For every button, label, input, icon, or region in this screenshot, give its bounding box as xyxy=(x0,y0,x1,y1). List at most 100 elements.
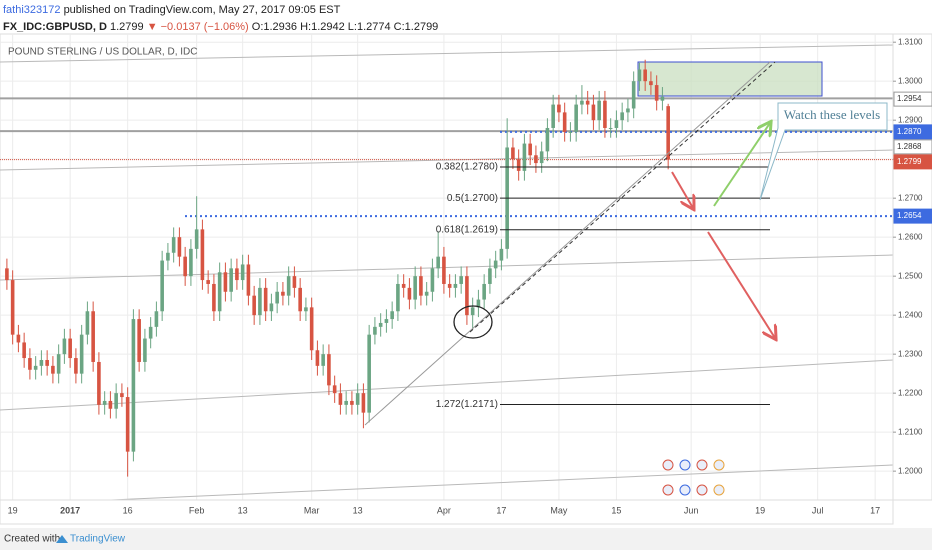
candle-body xyxy=(298,287,302,312)
candle-body xyxy=(470,307,475,316)
candle-body xyxy=(108,400,113,409)
header-line: fathi323172 published on TradingView.com… xyxy=(3,4,341,16)
y-tick-label: 1.2600 xyxy=(898,232,923,241)
candle-body xyxy=(91,311,95,362)
price-marker xyxy=(893,139,932,155)
candle-body xyxy=(166,252,170,261)
candle-body xyxy=(217,272,222,312)
price-marker-label: 1.2868 xyxy=(897,142,922,151)
callout[interactable] xyxy=(759,102,888,201)
candle-body xyxy=(557,104,561,113)
channel-line xyxy=(0,464,894,506)
candle-body xyxy=(384,319,389,323)
candle-body xyxy=(620,112,624,121)
candle-body xyxy=(292,276,297,288)
candle-body xyxy=(114,393,118,409)
trend-line[interactable] xyxy=(364,61,771,426)
arrow-down[interactable] xyxy=(671,171,693,208)
candle-body xyxy=(171,237,176,253)
candle-body xyxy=(68,338,72,359)
event-icon[interactable] xyxy=(662,484,674,496)
x-tick-label: 13 xyxy=(353,505,363,515)
author[interactable]: fathi323172 xyxy=(3,4,61,16)
candle-body xyxy=(10,280,15,335)
candle-body xyxy=(275,291,279,304)
candle-body xyxy=(511,147,515,160)
candle-body xyxy=(137,319,141,362)
candle-body xyxy=(390,311,394,320)
candle-body xyxy=(327,354,331,386)
arrow-down[interactable] xyxy=(707,231,775,338)
footer xyxy=(0,528,932,550)
candle-body xyxy=(442,256,446,284)
y-tick-label: 1.2900 xyxy=(898,115,923,124)
candle-body xyxy=(79,334,84,374)
candle-body xyxy=(528,143,532,156)
y-tick-label: 1.2200 xyxy=(898,388,923,397)
x-tick-label: Feb xyxy=(189,505,205,515)
candle-body xyxy=(315,350,320,366)
channel-line xyxy=(0,254,894,281)
callout-text: Watch these levels xyxy=(784,107,880,122)
candle-body xyxy=(459,276,463,284)
candle-body xyxy=(424,291,429,296)
candle-body xyxy=(22,342,26,359)
candle-body xyxy=(654,85,659,101)
candle-body xyxy=(660,96,665,101)
candle-body xyxy=(160,260,164,312)
x-tick-label: 2017 xyxy=(60,505,80,515)
candle-body xyxy=(522,143,527,171)
fib-label: 0.382(1.2780) xyxy=(436,162,498,173)
circle-note[interactable] xyxy=(453,305,493,339)
event-icon[interactable] xyxy=(713,459,725,471)
candle-body xyxy=(148,326,153,339)
event-icon[interactable] xyxy=(662,459,674,471)
channel-lines xyxy=(0,44,894,506)
published: published on TradingView.com, May 27, 20… xyxy=(64,4,341,16)
event-icon[interactable] xyxy=(679,459,691,471)
x-tick-label: Jun xyxy=(684,505,699,515)
logo xyxy=(56,535,68,543)
event-icon[interactable] xyxy=(696,459,708,471)
y-tick-label: 1.2500 xyxy=(898,271,923,280)
candle-body xyxy=(534,155,538,164)
footer-brand[interactable]: TradingView xyxy=(70,534,126,545)
supply-zone[interactable] xyxy=(637,61,823,97)
candle-body xyxy=(263,287,268,312)
candle-body xyxy=(465,276,469,316)
candle-body xyxy=(223,272,228,292)
candle-body xyxy=(235,268,239,281)
candle-body xyxy=(189,248,193,277)
candle-body xyxy=(447,283,452,288)
candle-body xyxy=(16,334,21,343)
fib-label: 1.272(1.2171) xyxy=(436,399,498,410)
price-marker xyxy=(893,91,932,107)
event-icon[interactable] xyxy=(696,484,708,496)
candle-body xyxy=(568,131,573,133)
candle-body xyxy=(401,283,406,288)
candle-body xyxy=(436,256,440,269)
y-tick-label: 1.2700 xyxy=(898,193,923,202)
price-axis xyxy=(892,33,932,501)
y-tick-label: 1.2100 xyxy=(898,427,923,436)
y-tick-label: 1.2000 xyxy=(898,466,923,475)
event-icon[interactable] xyxy=(679,484,691,496)
candle-body xyxy=(545,127,550,152)
candle-body xyxy=(488,268,492,284)
last-price: 1.2799 xyxy=(110,21,144,33)
trend-line-dashed[interactable] xyxy=(469,61,776,333)
price-marker-label: 1.2799 xyxy=(897,157,922,166)
fib-label: 0.618(1.2619) xyxy=(436,224,498,235)
candle-body xyxy=(194,229,199,249)
candle-body xyxy=(666,106,670,160)
x-tick-label: 13 xyxy=(238,505,248,515)
event-icon[interactable] xyxy=(713,484,725,496)
arrow-up[interactable] xyxy=(713,123,770,207)
candle-body xyxy=(378,322,383,327)
y-tick-label: 1.3100 xyxy=(898,37,923,46)
candle-body xyxy=(350,400,354,405)
fib-levels: 0.382(1.2780) 0.5(1.2700) 0.618(1.2619) 1.2… xyxy=(436,162,770,410)
candle-body xyxy=(361,393,366,413)
change: ▼ −0.0137 (−1.06%) xyxy=(147,21,249,33)
